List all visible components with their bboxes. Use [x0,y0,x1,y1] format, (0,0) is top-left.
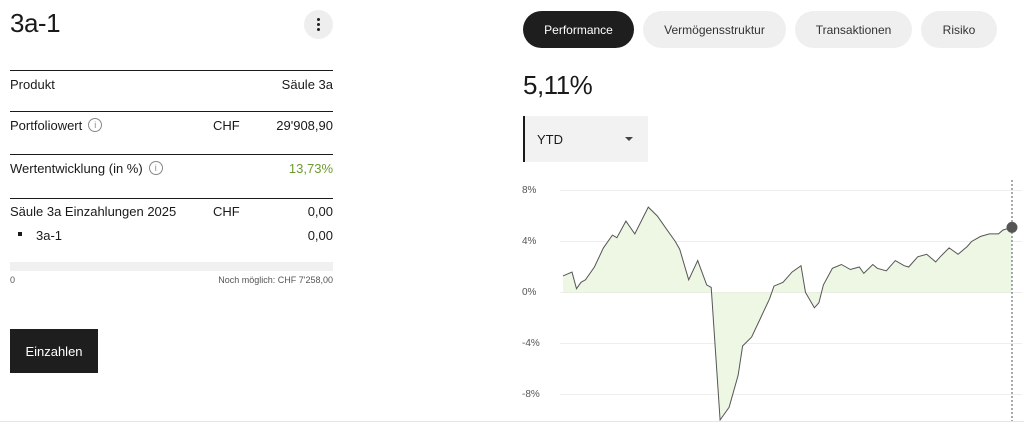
portfolio-label: Portfoliowert [10,117,83,133]
sub-account-label: 3a-1 [36,227,63,243]
growth-value: 13,73% [288,160,333,176]
deposits-value: 0,00 [307,203,333,219]
y-tick-label: 4% [522,236,537,247]
kebab-menu-icon [317,17,320,32]
deposit-button[interactable]: Einzahlen [10,329,98,373]
divider [10,70,333,71]
divider [10,111,333,112]
y-tick-label: 0% [522,287,537,298]
progress-min-label: 0 [10,275,16,285]
y-tick-label: 8% [522,185,537,196]
bullet [18,232,22,236]
growth-label: Wertentwicklung (in %) [10,160,143,176]
portfolio-currency: CHF [213,117,240,133]
info-icon[interactable]: i [148,161,163,175]
product-value: Säule 3a [281,76,333,92]
period-select-value: YTD [537,131,563,147]
deposits-label: Säule 3a Einzahlungen 2025 [10,203,177,219]
growth-row: Wertentwicklung (in %) i 13,73% [10,160,333,176]
product-row: Produkt Säule 3a [10,76,333,92]
period-select[interactable]: YTD [523,116,648,162]
divider [10,198,333,199]
divider [0,421,1024,422]
divider [10,154,333,155]
performance-chart[interactable] [560,180,1022,422]
current-point-marker[interactable] [1006,221,1018,233]
more-options-button[interactable] [304,10,333,39]
tab-performance[interactable]: Performance [523,11,634,48]
sub-account-value: 0,00 [307,227,333,243]
tab-risk[interactable]: Risiko [921,11,997,48]
info-icon[interactable]: i [88,118,103,132]
chevron-down-icon [625,137,633,141]
sub-account-row: 3a-1 0,00 [10,227,333,243]
performance-value: 5,11% [523,70,593,100]
deposits-currency: CHF [213,203,240,219]
performance-area [563,207,1012,420]
tab-asset-structure[interactable]: Vermögensstruktur [643,11,786,48]
portfolio-row: Portfoliowert i CHF 29'908,90 [10,117,333,133]
y-tick-label: -8% [522,389,540,400]
product-label: Produkt [10,76,55,92]
progress-remaining-label: Noch möglich: CHF 7'258,00 [218,275,333,285]
y-tick-label: -4% [522,338,540,349]
account-title: 3a-1 [10,8,61,38]
deposits-row: Säule 3a Einzahlungen 2025 CHF 0,00 [10,203,333,219]
portfolio-value: 29'908,90 [276,117,333,133]
tab-transactions[interactable]: Transaktionen [795,11,912,48]
performance-line [562,206,1013,422]
deposit-progress-bar [10,262,333,271]
